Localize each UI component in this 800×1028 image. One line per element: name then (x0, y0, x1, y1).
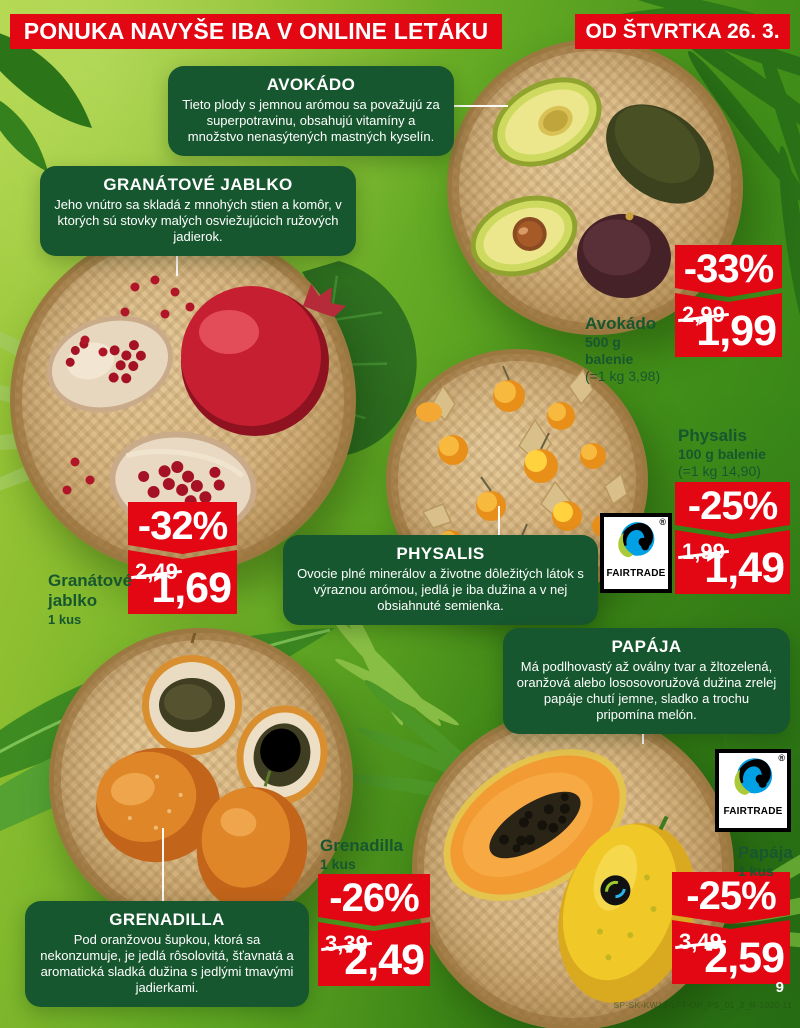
product-unit: 500 g balenie (585, 334, 634, 368)
price-tag-papaja: -25% 3,49 2,59 (672, 872, 790, 984)
old-price: 3,49 (679, 929, 722, 954)
discount-badge: -33% (675, 245, 782, 297)
product-unit-price: (=1 kg 3,98) (585, 367, 661, 384)
info-title: PAPÁJA (611, 637, 682, 656)
registered-mark: ® (659, 517, 666, 527)
promo-banner-text: PONUKA NAVYŠE IBA V ONLINE LETÁKU (23, 18, 489, 44)
info-body: Ovocie plné minerálov a životne dôležitý… (297, 566, 584, 614)
product-name: Physalis (678, 426, 747, 445)
price-tag-grenadilla: -26% 3,39 2,49 (318, 874, 430, 986)
grenadilla-basket-photo (49, 628, 353, 932)
info-box-physalis: PHYSALIS Ovocie plné minerálov a životne… (283, 535, 598, 626)
registered-mark: ® (778, 753, 785, 763)
info-title: PHYSALIS (396, 544, 485, 563)
info-body: Má podlhovastý až oválny tvar a žltozele… (516, 659, 777, 723)
papaya-basket-photo (412, 708, 734, 1028)
info-box-granatove-jablko: GRANÁTOVÉ JABLKO Jeho vnútro sa skladá z… (40, 166, 356, 257)
old-price: 2,99 (682, 302, 725, 327)
callout-line-avokado (452, 105, 508, 107)
price-tag-avokado: -33% 2,99 1,99 (675, 245, 782, 357)
print-code: SP-SK-KW13-LFT-OP_PS_01_2_R-1020-11 (613, 1000, 792, 1010)
product-label-physalis: Physalis 100 g balenie (=1 kg 14,90) (678, 426, 790, 480)
callout-line-granatove (176, 242, 178, 276)
product-label-papaja: Papája 1 kus (738, 843, 798, 880)
product-unit: 1 kus (48, 611, 82, 627)
validity-banner-text: OD ŠTVRTKA 26. 3. (585, 19, 780, 43)
product-name: Granátové (48, 571, 133, 590)
info-title: GRENADILLA (109, 910, 225, 929)
callout-line-grenadilla (162, 828, 164, 902)
product-name: Grenadilla (320, 836, 404, 855)
discount-badge: -32% (128, 502, 237, 554)
price-tag-physalis: -25% 1,99 1,49 (675, 482, 790, 594)
info-box-avokado: AVOKÁDO Tieto plody s jemnou arómou sa p… (168, 66, 454, 157)
discount-badge: -25% (675, 482, 790, 534)
product-unit: 1 kus (320, 856, 356, 873)
discount-badge: -26% (318, 874, 430, 926)
old-price: 2,49 (135, 559, 178, 584)
info-title: AVOKÁDO (266, 75, 356, 94)
fairtrade-logo-papaja: ® FAIRTRADE (715, 749, 791, 832)
fairtrade-logo-physalis: ® FAIRTRADE (600, 513, 672, 593)
fairtrade-label: FAIRTRADE (606, 568, 666, 579)
old-price: 3,39 (325, 931, 368, 956)
fairtrade-label: FAIRTRADE (723, 806, 783, 817)
discount-badge: -25% (672, 872, 790, 924)
info-box-papaja: PAPÁJA Má podlhovastý až oválny tvar a ž… (503, 628, 790, 735)
product-label-grenadilla: Grenadilla 1 kus (320, 836, 430, 873)
product-label-granatove-jablko: Granátové jablko 1 kus (48, 571, 143, 627)
product-name-line2: jablko (48, 591, 98, 611)
fairtrade-mark-icon (618, 522, 655, 558)
product-unit: 100 g balenie (678, 446, 766, 463)
info-body: Jeho vnútro sa skladá z mnohých stien a … (54, 197, 342, 245)
fairtrade-sticker (600, 875, 631, 906)
info-body: Pod oranžovou šupkou, ktorá sa nekonzumu… (40, 932, 294, 996)
validity-banner: OD ŠTVRTKA 26. 3. (575, 14, 790, 49)
fairtrade-mark-icon (734, 758, 773, 795)
info-box-grenadilla: GRENADILLA Pod oranžovou šupkou, ktorá s… (25, 901, 309, 1008)
callout-line-physalis (498, 506, 500, 536)
price-tag-granatove-jablko: -32% 2,49 1,69 (128, 502, 237, 614)
page-number: 9 (775, 979, 784, 996)
product-label-avokado: Avokádo 500 g balenie (=1 kg 3,98) (585, 314, 671, 385)
product-name: Papája (738, 843, 793, 862)
old-price: 1,99 (682, 539, 725, 564)
product-unit: 1 kus (738, 863, 774, 880)
info-title: GRANÁTOVÉ JABLKO (103, 175, 293, 194)
promo-banner: PONUKA NAVYŠE IBA V ONLINE LETÁKU (10, 14, 502, 49)
product-unit-price: (=1 kg 14,90) (678, 463, 761, 480)
product-name: Avokádo (585, 314, 657, 333)
info-body: Tieto plody s jemnou arómou sa považujú … (182, 97, 440, 145)
